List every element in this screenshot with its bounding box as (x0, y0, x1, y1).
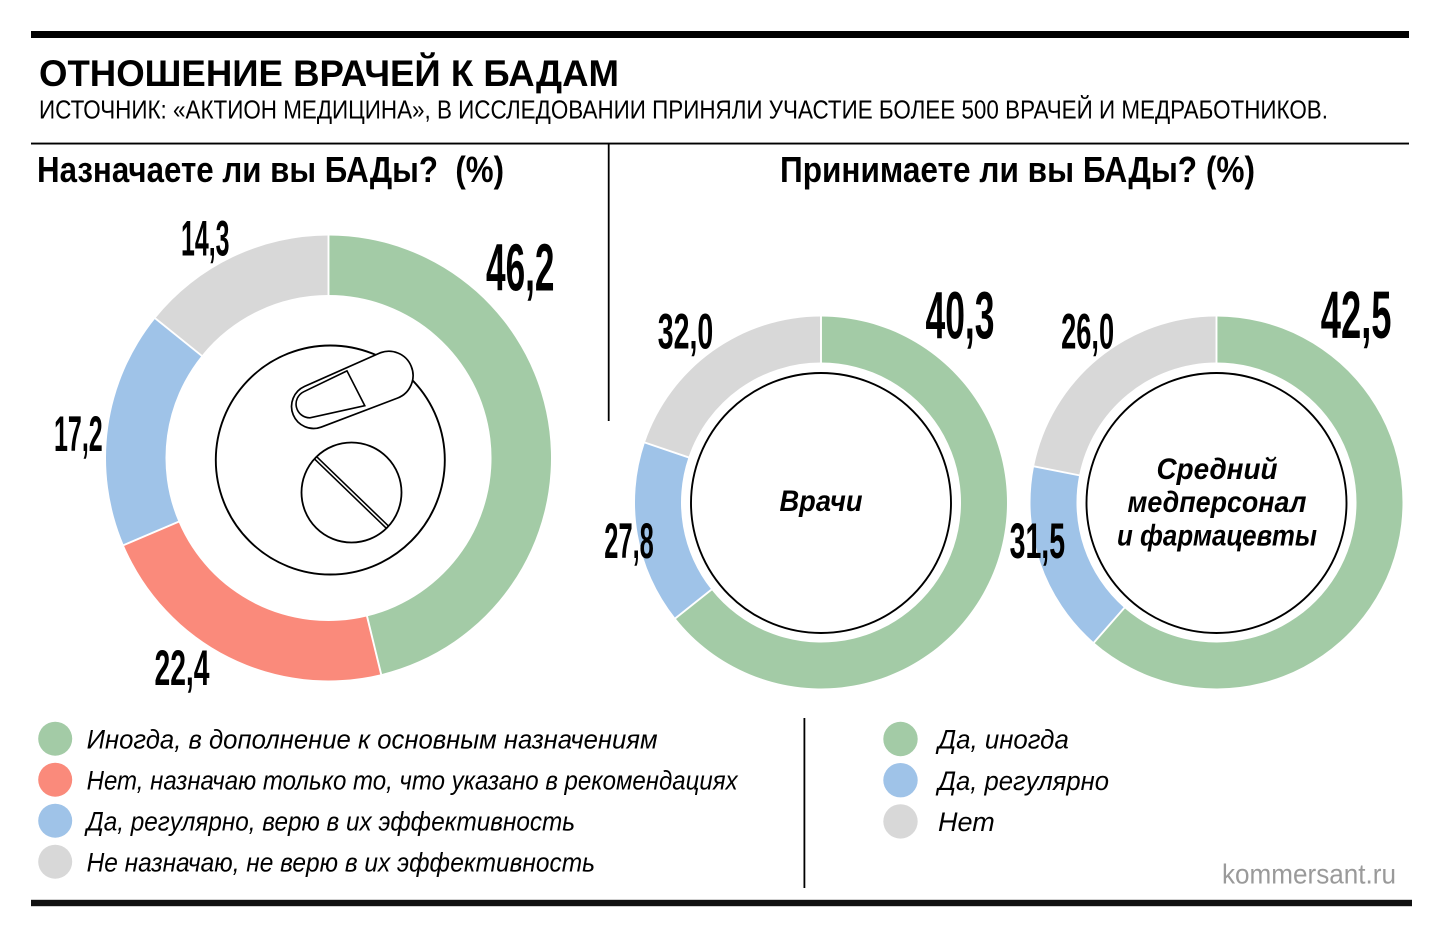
svg-text:Да, регулярно, верю в их эффек: Да, регулярно, верю в их эффективность (84, 806, 575, 836)
svg-text:40,3: 40,3 (926, 278, 995, 353)
svg-text:медперсонал: медперсонал (1128, 486, 1307, 519)
svg-text:17,2: 17,2 (54, 405, 103, 462)
svg-text:ОТНОШЕНИЕ ВРАЧЕЙ К БАДАМ: ОТНОШЕНИЕ ВРАЧЕЙ К БАДАМ (39, 52, 619, 94)
svg-text:42,5: 42,5 (1321, 278, 1392, 353)
svg-text:и фармацевты: и фармацевты (1117, 520, 1317, 553)
svg-text:Врачи: Врачи (780, 485, 863, 518)
svg-text:22,4: 22,4 (155, 639, 210, 696)
svg-text:32,0: 32,0 (658, 303, 714, 360)
svg-text:14,3: 14,3 (181, 210, 230, 267)
svg-text:Назначаете ли вы БАДы? (%): Назначаете ли вы БАДы? (%) (37, 149, 504, 190)
svg-text:Иногда, в дополнение к основны: Иногда, в дополнение к основным назначен… (87, 724, 658, 754)
svg-text:ИСТОЧНИК: «АКТИОН МЕДИЦИНА», В: ИСТОЧНИК: «АКТИОН МЕДИЦИНА», В ИССЛЕДОВА… (39, 95, 1328, 125)
svg-text:Средний: Средний (1157, 453, 1278, 486)
svg-text:46,2: 46,2 (486, 231, 555, 306)
svg-text:31,5: 31,5 (1010, 512, 1066, 569)
svg-text:Нет: Нет (938, 807, 995, 837)
svg-text:26,0: 26,0 (1061, 303, 1114, 360)
svg-text:Принимаете ли вы БАДы? (%): Принимаете ли вы БАДы? (%) (780, 149, 1255, 190)
svg-text:Да, иногда: Да, иногда (935, 725, 1069, 755)
svg-text:Нет, назначаю только то, что у: Нет, назначаю только то, что указано в р… (87, 765, 739, 795)
svg-text:27,8: 27,8 (604, 512, 654, 569)
svg-text:Да, регулярно: Да, регулярно (935, 766, 1109, 796)
svg-text:kommersant.ru: kommersant.ru (1222, 858, 1396, 889)
svg-text:Не назначаю, не верю в их эффе: Не назначаю, не верю в их эффективность (87, 847, 595, 877)
